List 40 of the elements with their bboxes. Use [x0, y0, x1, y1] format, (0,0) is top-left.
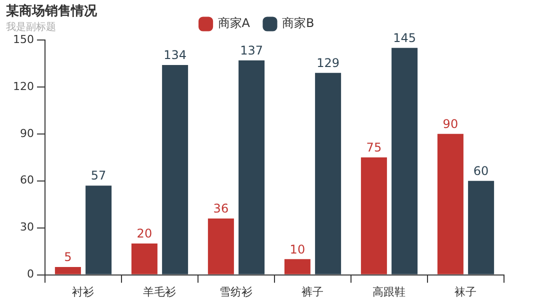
bar — [238, 60, 265, 274]
data-label: 5 — [64, 250, 72, 264]
bar — [468, 180, 494, 274]
x-tick-label: 袜子 — [454, 285, 477, 298]
data-label: 137 — [240, 43, 263, 58]
y-tick-label: 120 — [12, 80, 34, 93]
bar — [360, 157, 387, 274]
data-label: 60 — [473, 164, 489, 178]
data-label: 10 — [290, 242, 306, 256]
bar — [315, 72, 342, 274]
x-tick-label: 雪纺衫 — [220, 285, 253, 298]
y-tick-label: 60 — [20, 174, 34, 187]
bar — [162, 65, 188, 274]
data-label: 145 — [393, 30, 416, 45]
bar — [86, 186, 112, 274]
y-tick-label: 30 — [20, 220, 34, 234]
y-tick-label: 150 — [12, 32, 34, 46]
y-tick-label: 0 — [26, 268, 34, 281]
data-label: 75 — [366, 140, 382, 155]
legend-label: 商家A — [218, 16, 251, 30]
data-label: 20 — [136, 226, 152, 241]
bar — [208, 218, 234, 274]
data-label: 57 — [90, 168, 106, 183]
data-label: 36 — [213, 202, 229, 216]
chart-subtitle: 我是副标题 — [6, 20, 56, 34]
x-tick-label: 高跟鞋 — [372, 285, 406, 298]
data-label: 129 — [316, 56, 340, 70]
bar — [392, 48, 418, 274]
y-tick-label: 90 — [20, 126, 34, 140]
x-tick-label: 衬衫 — [72, 285, 94, 298]
bar — [131, 243, 158, 274]
bar — [54, 266, 81, 274]
chart-title: 某商场销售情况 — [6, 2, 97, 20]
x-tick-label: 裤子 — [302, 285, 324, 298]
legend-label: 商家B — [282, 16, 314, 30]
bar — [437, 134, 464, 274]
bar — [284, 259, 310, 274]
data-label: 134 — [164, 48, 186, 62]
x-tick-label: 羊毛衫 — [143, 285, 176, 298]
data-label: 90 — [442, 117, 458, 132]
